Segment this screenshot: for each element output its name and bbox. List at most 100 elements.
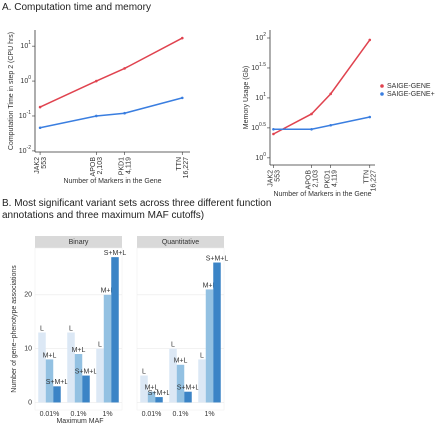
y-tick-exponent: 1 bbox=[263, 92, 266, 98]
y-tick-label: 10 bbox=[24, 345, 32, 352]
x-tick-label: 0.1% bbox=[71, 411, 87, 418]
bar bbox=[74, 354, 83, 403]
bar-label: L bbox=[171, 341, 175, 348]
point bbox=[310, 112, 313, 116]
point bbox=[180, 96, 184, 100]
bar-label: L bbox=[142, 368, 146, 375]
y-tick-label: 20 bbox=[24, 292, 32, 299]
x-tick-gene: APOB bbox=[90, 157, 97, 177]
y-tick-base: 10 bbox=[255, 35, 263, 42]
bar bbox=[38, 332, 46, 403]
bar bbox=[96, 348, 104, 403]
legend-marker bbox=[380, 84, 384, 88]
point bbox=[310, 127, 313, 131]
bar bbox=[169, 348, 177, 403]
x-axis-label: Number of Markers in the Gene bbox=[63, 178, 161, 185]
legend-marker bbox=[380, 92, 384, 96]
y-tick-label: 100 bbox=[255, 152, 266, 162]
x-tick-label: 4,119 bbox=[332, 170, 339, 187]
y-tick-base: 10 bbox=[251, 125, 259, 132]
x-tick-gene: JAK2 bbox=[34, 157, 41, 174]
y-tick-exponent: 1.5 bbox=[259, 62, 266, 68]
series-line bbox=[39, 37, 183, 108]
point bbox=[272, 127, 275, 131]
y-tick-label: 101 bbox=[255, 92, 266, 102]
x-tick-label: 2,103 bbox=[97, 157, 104, 175]
y-tick-label: 100.5 bbox=[251, 122, 266, 132]
legend-label: SAIGE-GENE bbox=[387, 83, 431, 90]
point bbox=[329, 92, 332, 96]
bar bbox=[45, 359, 54, 403]
y-tick-label: 0 bbox=[28, 399, 32, 406]
y-axis-label: Computation Time in step 2 (CPU hrs) bbox=[8, 32, 15, 150]
y-tick-base: 10 bbox=[20, 78, 28, 85]
x-tick-label: 4,119 bbox=[125, 157, 132, 174]
bar bbox=[198, 359, 206, 403]
y-tick-base: 10 bbox=[19, 148, 27, 155]
bar-label: M+L bbox=[101, 288, 115, 295]
bar bbox=[82, 375, 90, 403]
bar bbox=[155, 397, 163, 403]
bar bbox=[140, 375, 148, 403]
x-tick-gene: TTN bbox=[364, 170, 371, 184]
point bbox=[94, 114, 98, 118]
y-axis-label: Number of gene−phenotype associations bbox=[11, 265, 18, 393]
y-tick-exponent: -2 bbox=[27, 145, 32, 151]
x-tick-gene: PKD1 bbox=[118, 157, 125, 175]
y-tick-exponent: 1 bbox=[28, 40, 31, 46]
point bbox=[368, 38, 372, 42]
y-tick-label: 101.5 bbox=[251, 62, 266, 72]
point bbox=[123, 111, 126, 115]
y-tick-base: 10 bbox=[251, 65, 259, 72]
y-tick-exponent: 0.5 bbox=[259, 122, 266, 128]
y-tick-label: 102 bbox=[255, 32, 266, 42]
y-tick-exponent: 0 bbox=[28, 75, 31, 81]
y-tick-base: 10 bbox=[20, 43, 28, 50]
x-tick-label: 16,227 bbox=[183, 157, 190, 179]
bar bbox=[147, 391, 156, 403]
point bbox=[38, 105, 42, 109]
y-tick-exponent: 0 bbox=[263, 152, 266, 158]
facet-header bbox=[35, 236, 122, 248]
point bbox=[38, 126, 42, 130]
x-tick-label: 553 bbox=[274, 170, 281, 182]
bar-label: M+L bbox=[203, 282, 217, 289]
point bbox=[272, 132, 275, 136]
bar-label: S+M+L bbox=[46, 379, 69, 386]
bar-label: L bbox=[200, 352, 204, 359]
x-tick-gene: PKD1 bbox=[325, 170, 332, 188]
panel-b-title: B. Most significant variant sets across … bbox=[2, 198, 272, 221]
y-tick-base: 10 bbox=[19, 113, 27, 120]
x-tick-gene: JAK2 bbox=[267, 170, 274, 187]
x-axis-label: Maximum MAF bbox=[56, 418, 103, 425]
bar-label: S+M+L bbox=[75, 368, 98, 375]
point bbox=[94, 79, 98, 83]
series-line bbox=[273, 116, 370, 131]
legend-label: SAIGE-GENE+ bbox=[387, 91, 435, 98]
y-tick-label: 10-1 bbox=[19, 110, 31, 120]
bar-label: M+L bbox=[145, 385, 159, 392]
bar bbox=[111, 257, 119, 403]
x-tick-label: 16,227 bbox=[371, 170, 378, 192]
x-tick-label: 1% bbox=[102, 411, 112, 418]
point bbox=[123, 67, 126, 70]
point bbox=[368, 115, 372, 119]
bar-label: S+M+L bbox=[148, 390, 171, 397]
x-tick-gene: APOB bbox=[305, 170, 312, 190]
bar bbox=[213, 262, 221, 403]
point bbox=[329, 123, 332, 127]
series-line bbox=[39, 97, 183, 129]
bar-label: S+M+L bbox=[104, 250, 127, 257]
bar-label: L bbox=[40, 325, 44, 332]
bar bbox=[67, 332, 75, 403]
y-tick-base: 10 bbox=[255, 95, 263, 102]
y-tick-label: 101 bbox=[20, 40, 31, 50]
y-axis-label: Memory Usage (Gb) bbox=[243, 66, 250, 129]
bar bbox=[184, 391, 192, 403]
x-tick-label: 0.01% bbox=[40, 411, 60, 418]
bar bbox=[176, 364, 185, 403]
y-tick-exponent: -1 bbox=[27, 110, 32, 116]
series-line bbox=[273, 39, 371, 135]
